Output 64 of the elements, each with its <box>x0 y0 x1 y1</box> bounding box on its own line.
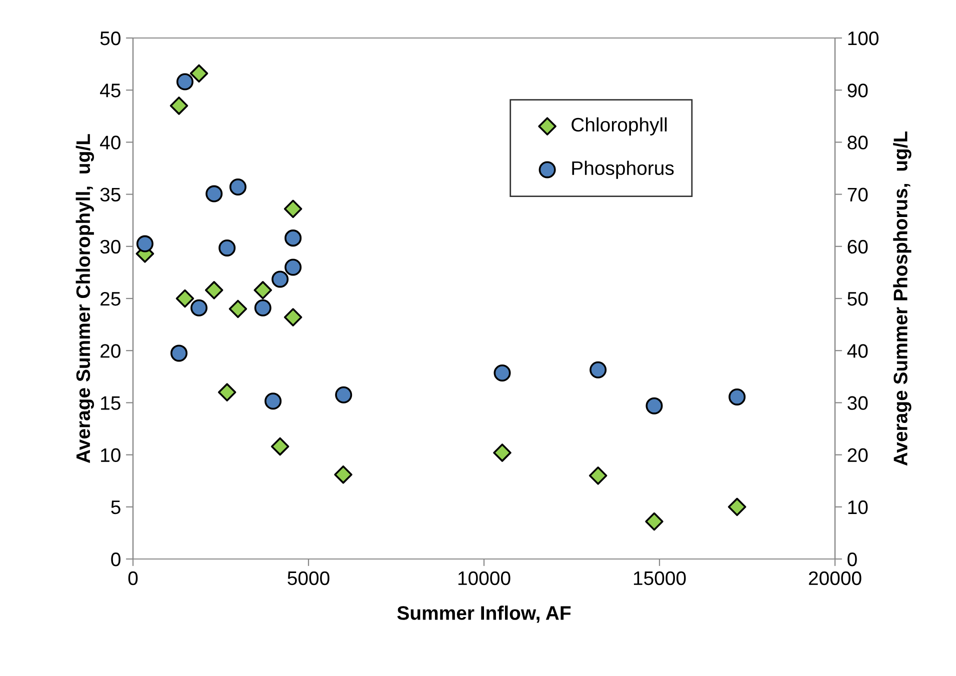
point <box>190 64 208 83</box>
y-tick-label: 30 <box>100 240 120 254</box>
legend-label: Phosphorus <box>572 160 674 179</box>
point <box>218 239 236 256</box>
y2-tick-label: 60 <box>848 240 868 254</box>
x-tick-label: 0 <box>128 571 138 586</box>
y-tick-label: 20 <box>100 344 120 358</box>
y2-tick-label: 40 <box>847 344 868 358</box>
point <box>284 308 302 326</box>
point <box>335 386 352 404</box>
y2-tick-label: 0 <box>848 552 857 566</box>
point <box>284 200 302 218</box>
x-tick-label: 20000 <box>808 571 862 586</box>
point <box>176 73 194 90</box>
y-tick-label: 15 <box>101 396 120 410</box>
point <box>284 258 302 276</box>
point <box>254 299 272 316</box>
y-tick-label: 5 <box>111 500 120 514</box>
point <box>284 230 302 247</box>
point <box>645 512 664 531</box>
y2-tick-label: 100 <box>848 31 878 46</box>
point <box>190 299 208 316</box>
point <box>728 498 746 516</box>
point <box>136 235 154 252</box>
x-tick-label: 10000 <box>458 571 510 586</box>
point <box>228 300 248 318</box>
y-tick-label: 35 <box>100 188 120 202</box>
x-tick-label: 15000 <box>634 571 686 586</box>
y2-tick-label: 30 <box>848 396 868 410</box>
point <box>206 185 223 202</box>
point <box>204 281 224 300</box>
x-tick-label: 5000 <box>288 571 330 586</box>
y-tick-label: 10 <box>101 448 120 462</box>
y2-tick-label: 80 <box>848 136 868 150</box>
point <box>272 270 289 288</box>
y-tick-label: 25 <box>100 292 120 306</box>
point <box>170 344 188 362</box>
point <box>254 281 272 300</box>
x-axis-title: Summer Inflow, AF <box>397 606 571 623</box>
y-tick-label: 40 <box>100 136 120 150</box>
y2-tick-label: 70 <box>848 188 868 202</box>
point <box>728 388 746 406</box>
y-tick-label: 45 <box>100 84 120 98</box>
y-tick-label: 50 <box>100 31 120 46</box>
y2-tick-label: 50 <box>848 292 868 306</box>
point <box>176 289 194 308</box>
y2-tick-label: 90 <box>848 84 868 98</box>
point <box>493 444 512 462</box>
point <box>170 96 188 115</box>
legend-label: Chlorophyll <box>572 117 667 136</box>
point <box>588 466 608 485</box>
y-axis-title: Average Summer Chlorophyll, ug/L <box>76 134 94 463</box>
y2-tick-label: 10 <box>848 500 868 514</box>
point <box>270 437 290 456</box>
y2-axis-title: Average Summer Phosphorus, ug/L <box>893 131 912 466</box>
point <box>646 397 663 414</box>
point <box>229 178 246 196</box>
y2-tick-label: 20 <box>848 448 868 462</box>
y-tick-label: 0 <box>111 552 120 566</box>
point <box>334 465 352 484</box>
point <box>264 392 282 410</box>
point <box>494 364 511 382</box>
point <box>590 361 607 378</box>
point <box>218 383 236 402</box>
